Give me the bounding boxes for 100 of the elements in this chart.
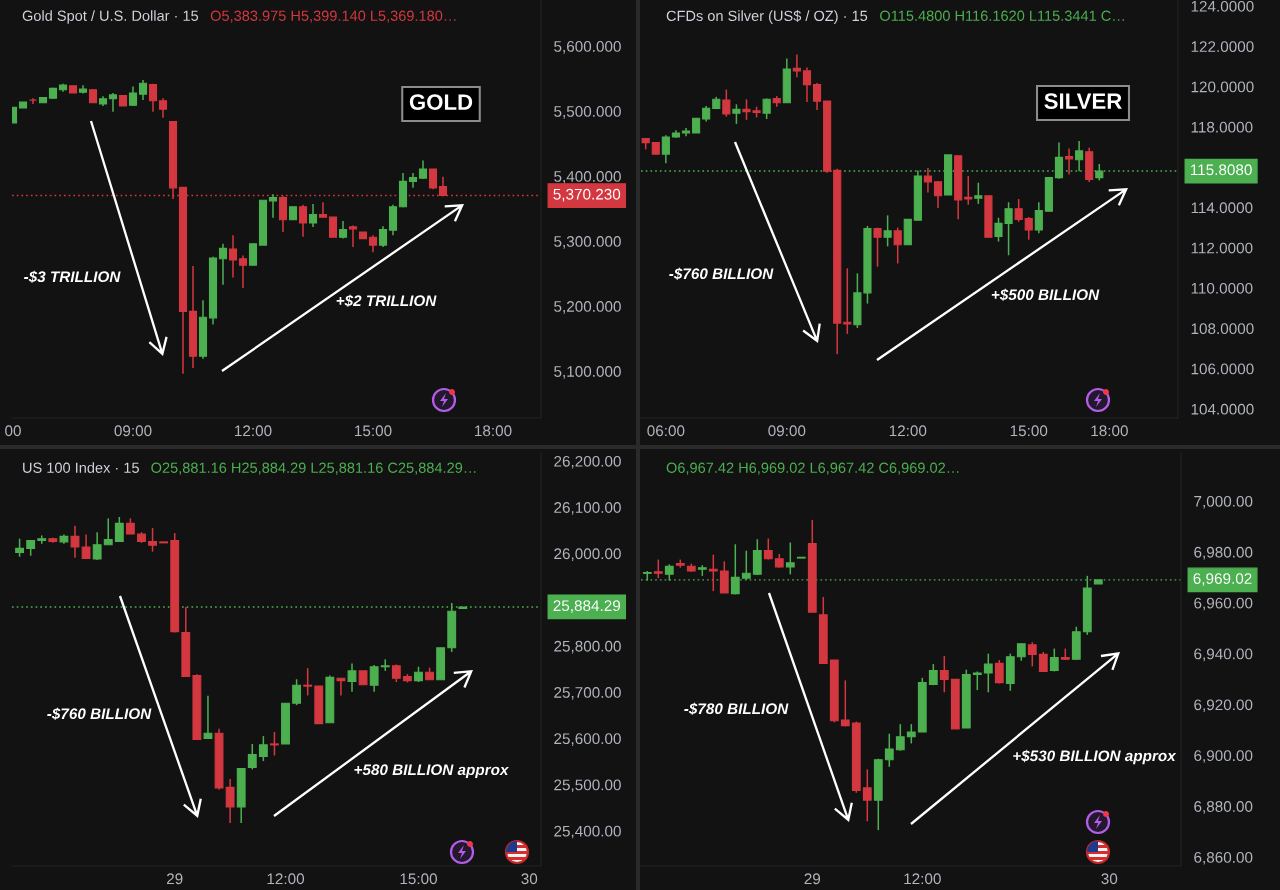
candlestick [103, 517, 113, 546]
candlestick [308, 203, 318, 228]
y-tick-label: 124.0000 [1191, 0, 1254, 12]
candlestick [906, 723, 916, 745]
candlestick [802, 66, 812, 103]
y-tick-label: 26,200.00 [554, 455, 621, 469]
y-tick-label: 104.0000 [1191, 403, 1254, 415]
x-tick-label: 12:00 [889, 425, 927, 437]
y-tick-label: 25,400.00 [554, 825, 621, 839]
candlestick [328, 216, 338, 239]
candlestick [785, 541, 795, 576]
candlestick [895, 723, 905, 752]
y-tick-label: 112.0000 [1191, 242, 1253, 254]
candlestick [884, 732, 894, 768]
candlestick [81, 533, 91, 560]
candlestick [228, 234, 238, 279]
candlestick [108, 92, 118, 113]
candlestick [92, 531, 102, 561]
y-tick-label: 118.0000 [1191, 121, 1253, 133]
y-tick-label: 120.0000 [1191, 81, 1254, 93]
candlestick [1038, 651, 1048, 673]
candlestick [732, 103, 741, 125]
text: CFDs on Silver (US$ / OZ) · 15 [666, 10, 868, 24]
candlestick [974, 181, 983, 205]
y-tick-label: 5,100.000 [554, 366, 621, 379]
annotation: SILVER [1044, 93, 1122, 109]
y-tick-label: 114.0000 [1191, 202, 1253, 214]
candlestick [840, 679, 850, 728]
y-tick-label: 6,980.00 [1194, 546, 1253, 560]
candlestick [1064, 147, 1074, 176]
y-tick-label: 26,000.00 [554, 548, 621, 561]
ref-line-label: 25,884.29 [553, 600, 621, 613]
x-tick-label: 15:00 [400, 873, 437, 885]
candlestick [792, 53, 801, 79]
candlestick [388, 204, 398, 237]
y-tick-label: 5,500.000 [554, 106, 621, 119]
candlestick [719, 560, 729, 594]
y-tick-label: 6,920.00 [1194, 699, 1253, 713]
candlestick [318, 201, 328, 219]
candlestick [70, 524, 80, 559]
candlestick [248, 243, 258, 266]
y-tick-label: 6,960.00 [1194, 597, 1253, 611]
text: Gold Spot / U.S. Dollar · 15 [22, 10, 199, 24]
x-tick-label: 15:00 [355, 425, 392, 437]
candlestick [238, 254, 248, 289]
candlestick [258, 735, 268, 762]
candlestick [218, 243, 228, 286]
candlestick [303, 667, 313, 697]
text: O115.4800 H116.1620 L115.3441 C… [880, 10, 1124, 21]
x-tick-label: 12:00 [904, 873, 941, 885]
candlestick [964, 175, 973, 206]
candlestick [653, 558, 663, 579]
x-tick-label: 29 [166, 873, 183, 885]
candlestick [972, 670, 982, 691]
candlestick [983, 652, 993, 694]
y-tick-label: 122.0000 [1191, 41, 1254, 53]
candlestick [138, 79, 148, 101]
text: O5,383.975 H5,399.140 L5,369.180… [210, 10, 456, 23]
y-tick-label: 5,600.000 [554, 41, 621, 54]
x-tick-label: 29 [804, 873, 821, 885]
annotation: -$780 BILLION [684, 702, 789, 716]
candlestick [752, 538, 762, 576]
y-tick-label: 25,600.00 [554, 733, 621, 746]
candlestick [347, 662, 357, 693]
candlestick [923, 167, 933, 194]
y-tick-label: 26,100.00 [554, 502, 621, 515]
candlestick [203, 695, 213, 740]
y-tick-label: 7,000.00 [1194, 495, 1253, 509]
x-tick-label: 18:00 [1091, 425, 1128, 437]
x-tick-label: 30 [1101, 873, 1118, 885]
text: US 100 Index · 15 [23, 462, 139, 473]
candlestick [15, 537, 25, 558]
candlestick [378, 225, 388, 248]
text: O6,967.42 H6,969.02 L6,967.42 C6,969.02… [666, 462, 959, 475]
candlestick [270, 731, 279, 757]
candlestick [933, 180, 943, 209]
annotation: -$760 BILLION [669, 267, 774, 281]
y-tick-label: 6,900.00 [1194, 750, 1253, 763]
candlestick [843, 267, 852, 335]
candlestick [1014, 198, 1023, 223]
ref-line-label: 5,370.230 [553, 188, 621, 202]
x-tick-label: 12:00 [267, 873, 305, 885]
y-tick-label: 6,860.00 [1194, 851, 1253, 865]
annotation: -$3 TRILLION [24, 270, 121, 284]
x-tick-label: 09:00 [114, 425, 152, 437]
y-tick-label: 6,940.00 [1194, 648, 1253, 662]
candlestick [862, 768, 872, 823]
candlestick [225, 778, 235, 824]
candlestick [148, 83, 158, 113]
candlestick [380, 658, 390, 672]
y-tick-label: 25,700.00 [554, 687, 621, 700]
text: O25,881.16 H25,884.29 L25,881.16 C25,884.29… [151, 462, 476, 475]
candlestick [369, 664, 379, 693]
x-tick-label: 30 [521, 873, 538, 885]
candlestick [1034, 201, 1043, 235]
y-tick-label: 25,500.00 [554, 779, 621, 793]
annotation: -$760 BILLION [47, 707, 152, 721]
candlestick [418, 159, 428, 180]
y-tick-label: 110.0000 [1191, 282, 1253, 294]
x-tick-label: 18:00 [475, 425, 512, 437]
